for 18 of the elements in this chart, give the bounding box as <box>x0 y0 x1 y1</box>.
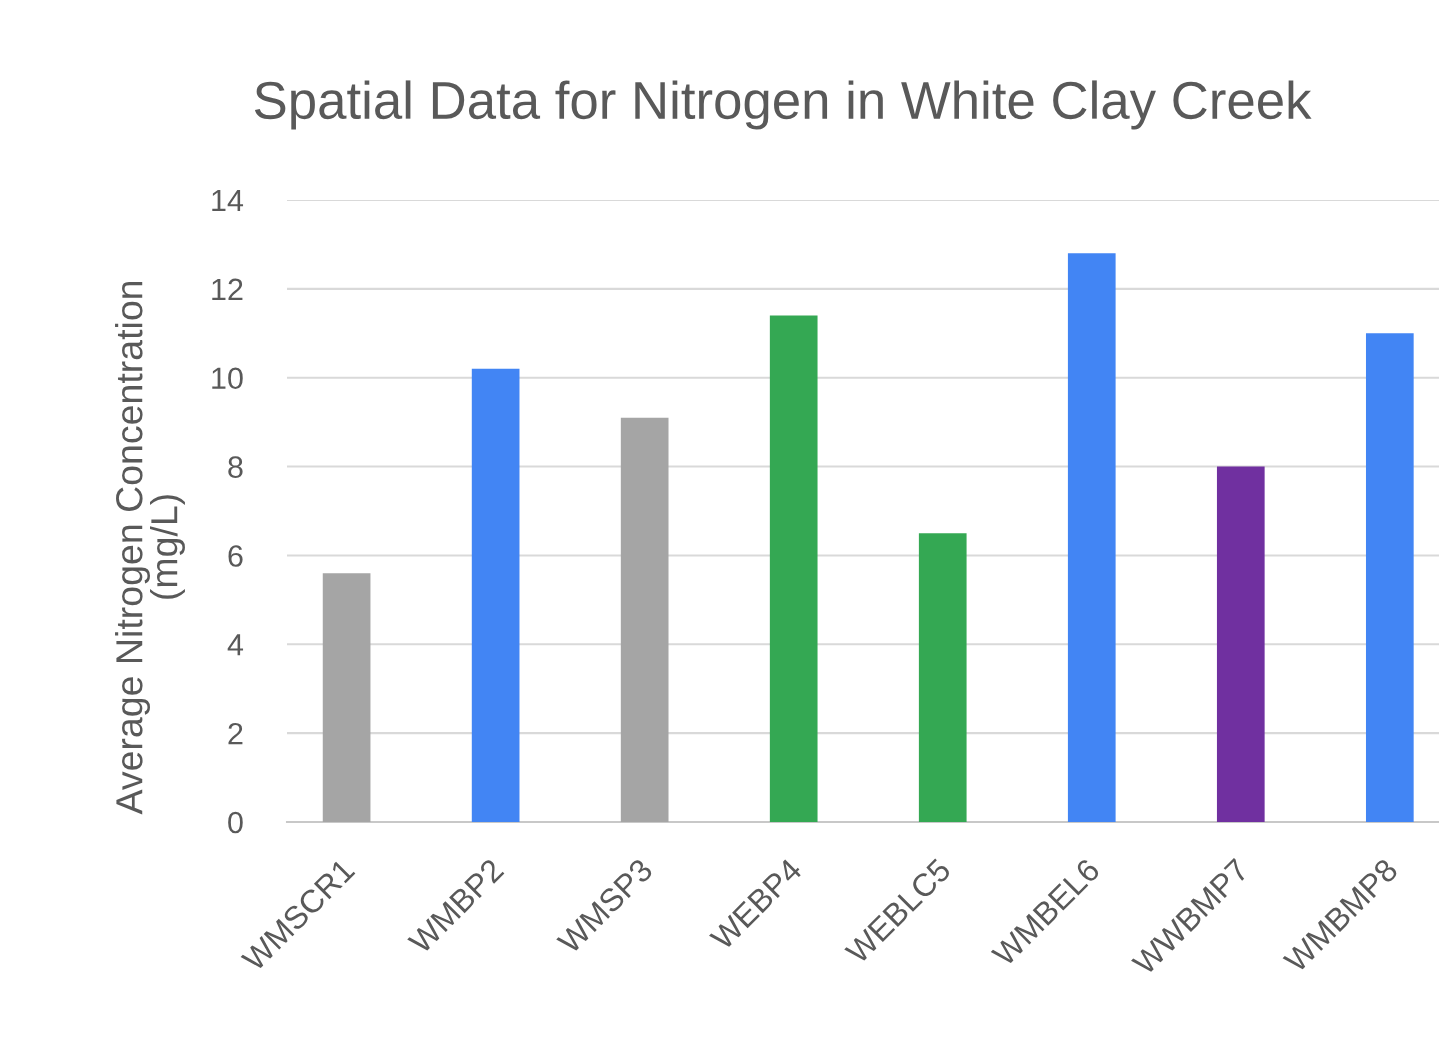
y-tick-label: 12 <box>212 278 243 300</box>
y-tick-label: 8 <box>228 456 243 478</box>
y-axis-title: Average Nitrogen Concentration (mg/L) <box>115 281 185 815</box>
y-tick-label: 14 <box>212 190 244 212</box>
bar <box>1365 333 1414 822</box>
chart-title: Spatial Data for Nitrogen in White Clay Creek <box>254 80 1312 130</box>
bar <box>471 368 520 822</box>
bar <box>1067 253 1116 822</box>
y-tick-label: 6 <box>228 545 243 567</box>
y-tick-label: 10 <box>212 367 243 390</box>
bar <box>322 573 371 822</box>
bar <box>620 417 669 822</box>
bar <box>918 533 967 822</box>
y-tick-label: 0 <box>228 811 243 834</box>
y-tick-label: 2 <box>228 722 243 745</box>
bar <box>1216 466 1265 822</box>
bar <box>769 315 818 822</box>
y-tick-label: 4 <box>227 634 244 656</box>
